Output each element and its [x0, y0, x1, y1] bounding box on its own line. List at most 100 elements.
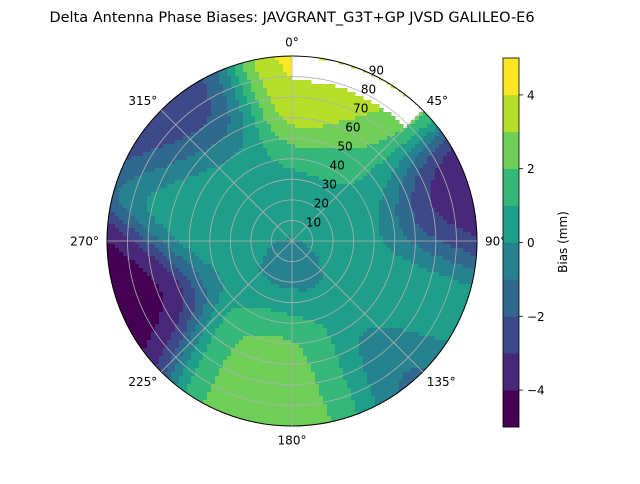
contour-cell [319, 144, 324, 149]
contour-cell [451, 216, 456, 221]
contour-cell [203, 236, 208, 241]
contour-cell [123, 276, 128, 281]
contour-cell [283, 172, 288, 177]
contour-cell [295, 220, 300, 225]
contour-cell [319, 92, 324, 97]
contour-cell [403, 264, 408, 269]
contour-cell [139, 184, 144, 189]
contour-cell [475, 240, 477, 245]
contour-cell [235, 160, 240, 165]
contour-cell [359, 132, 364, 137]
contour-cell [247, 144, 252, 149]
contour-cell [447, 308, 452, 313]
contour-cell [351, 136, 356, 141]
contour-cell [375, 112, 380, 117]
contour-cell [295, 212, 300, 217]
contour-cell [455, 296, 460, 301]
contour-cell [311, 120, 316, 125]
contour-cell [231, 200, 236, 205]
contour-cell [191, 248, 196, 253]
contour-cell [419, 128, 424, 133]
contour-cell [395, 268, 400, 273]
contour-cell [207, 104, 212, 109]
contour-cell [375, 148, 380, 153]
contour-cell [227, 132, 232, 137]
contour-cell [355, 192, 360, 197]
contour-cell [463, 240, 468, 245]
contour-cell [183, 152, 188, 157]
contour-cell [231, 124, 236, 129]
contour-cell [231, 244, 236, 249]
contour-cell [383, 272, 388, 277]
contour-cell [379, 300, 384, 305]
contour-cell [291, 244, 296, 249]
contour-cell [359, 284, 364, 289]
contour-cell [315, 96, 320, 101]
contour-cell [183, 196, 188, 201]
contour-cell [215, 124, 220, 129]
contour-cell [179, 104, 184, 109]
contour-cell [395, 288, 400, 293]
contour-cell [455, 180, 460, 185]
contour-cell [379, 112, 384, 117]
contour-cell [423, 236, 428, 241]
contour-cell [435, 272, 440, 277]
contour-cell [347, 112, 352, 117]
contour-cell [343, 168, 348, 173]
contour-cell [403, 192, 408, 197]
contour-cell [435, 160, 440, 165]
contour-cell [223, 260, 228, 265]
contour-cell [375, 228, 380, 233]
contour-cell [147, 280, 152, 285]
contour-cell [227, 164, 232, 169]
contour-cell [123, 204, 128, 209]
contour-cell [255, 192, 260, 197]
contour-cell [271, 276, 276, 281]
contour-cell [247, 224, 252, 229]
contour-cell [315, 144, 320, 149]
contour-cell [423, 156, 428, 161]
contour-cell [251, 136, 256, 141]
contour-cell [251, 160, 256, 165]
contour-cell [463, 196, 468, 201]
contour-cell [171, 108, 176, 113]
contour-cell [203, 172, 208, 177]
contour-cell [323, 292, 328, 297]
contour-cell [311, 132, 316, 137]
contour-cell [395, 132, 400, 137]
contour-cell [283, 80, 288, 85]
contour-cell [331, 144, 336, 149]
contour-cell [199, 312, 204, 317]
contour-cell [351, 200, 356, 205]
contour-cell [275, 88, 280, 93]
contour-cell [247, 244, 252, 249]
contour-cell [211, 148, 216, 153]
contour-cell [311, 256, 316, 261]
contour-cell [335, 188, 340, 193]
contour-cell [199, 200, 204, 205]
contour-cell [315, 164, 320, 169]
contour-cell [279, 200, 284, 205]
contour-cell [227, 244, 232, 249]
contour-cell [123, 288, 128, 293]
contour-cell [239, 112, 244, 117]
contour-cell [279, 136, 284, 141]
contour-cell [283, 168, 288, 173]
contour-cell [415, 284, 420, 289]
contour-cell [283, 296, 288, 301]
contour-fill [107, 56, 477, 426]
contour-cell [459, 216, 464, 221]
contour-cell [323, 192, 328, 197]
contour-cell [399, 280, 404, 285]
contour-cell [259, 80, 264, 85]
contour-cell [467, 260, 472, 265]
contour-cell [347, 248, 352, 253]
contour-cell [351, 256, 356, 261]
contour-cell [331, 272, 336, 277]
contour-cell [159, 116, 164, 121]
contour-cell [435, 140, 440, 145]
contour-cell [159, 200, 164, 205]
contour-cell [303, 80, 308, 85]
contour-cell [415, 200, 420, 205]
contour-cell [319, 132, 324, 137]
